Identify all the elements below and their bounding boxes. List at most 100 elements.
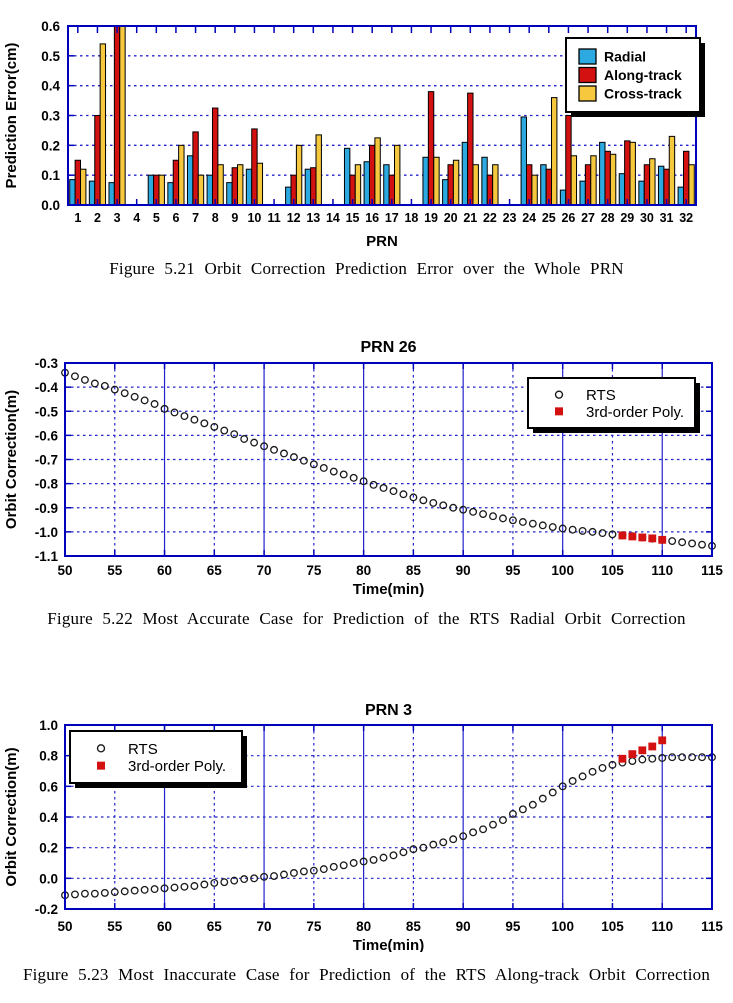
svg-text:70: 70 (257, 919, 272, 934)
svg-text:0.0: 0.0 (39, 871, 58, 886)
svg-text:-0.4: -0.4 (35, 380, 59, 395)
axis-ticks (64, 724, 713, 910)
svg-text:31: 31 (660, 211, 674, 225)
svg-text:95: 95 (505, 919, 521, 934)
svg-text:Radial: Radial (604, 49, 646, 65)
svg-text:3rd-order Poly.: 3rd-order Poly. (128, 758, 226, 775)
svg-text:21: 21 (463, 211, 477, 225)
svg-text:11: 11 (267, 211, 280, 225)
svg-text:-0.7: -0.7 (35, 453, 58, 468)
svg-text:32: 32 (679, 211, 693, 225)
poly-points (618, 531, 667, 544)
svg-text:16: 16 (365, 211, 379, 225)
legend: Radial Along-track Cross-track (565, 37, 705, 117)
svg-text:110: 110 (651, 919, 673, 934)
gridlines (65, 363, 712, 556)
svg-text:3rd-order Poly.: 3rd-order Poly. (586, 404, 684, 421)
svg-text:65: 65 (207, 919, 223, 934)
svg-text:90: 90 (456, 563, 471, 578)
svg-text:0.2: 0.2 (41, 138, 60, 153)
svg-text:90: 90 (456, 919, 471, 934)
svg-text:26: 26 (561, 211, 575, 225)
svg-text:14: 14 (326, 211, 340, 225)
svg-text:17: 17 (385, 211, 399, 225)
axis-ticks (64, 362, 713, 557)
poly-points (618, 736, 667, 763)
svg-text:65: 65 (207, 563, 223, 578)
svg-text:19: 19 (424, 211, 438, 225)
svg-text:55: 55 (107, 563, 123, 578)
y-axis-label: Orbit Correction(m) (3, 390, 20, 529)
svg-text:105: 105 (601, 919, 624, 934)
x-axis-label: Time(min) (353, 937, 424, 952)
svg-text:95: 95 (505, 563, 521, 578)
svg-text:12: 12 (287, 211, 301, 225)
svg-text:Cross-track: Cross-track (604, 86, 682, 102)
svg-text:-0.5: -0.5 (35, 404, 59, 419)
svg-text:0.6: 0.6 (41, 19, 60, 34)
svg-text:80: 80 (356, 563, 371, 578)
svg-text:0.5: 0.5 (41, 49, 60, 64)
rts-points (61, 753, 716, 900)
svg-text:RTS: RTS (586, 387, 616, 404)
svg-text:100: 100 (551, 563, 574, 578)
svg-text:10: 10 (247, 211, 261, 225)
svg-text:5: 5 (153, 211, 160, 225)
svg-text:-0.6: -0.6 (35, 428, 59, 443)
svg-text:75: 75 (306, 919, 322, 934)
svg-text:3: 3 (114, 211, 121, 225)
svg-text:80: 80 (356, 919, 371, 934)
bar-chart-prediction-error: 0.00.10.20.30.40.50.61 2 3 4 5 6 7 8 9 10 11 12 13 14… (3, 19, 705, 250)
axis-labels: 0.00.10.20.30.40.50.61 2 3 4 5 6 7 8 9 10 11 12 13 14… (3, 19, 693, 250)
svg-text:115: 115 (701, 919, 723, 934)
svg-text:4: 4 (133, 211, 140, 225)
svg-text:18: 18 (404, 211, 418, 225)
svg-text:28: 28 (601, 211, 615, 225)
svg-text:110: 110 (651, 563, 673, 578)
x-axis-label: Time(min) (353, 581, 424, 598)
scatter-chart-prn26: 50 55 60 65 70 75 80 85 90 95 100 105 110 115 -1.1 -1.0… (3, 339, 723, 598)
svg-text:6: 6 (172, 211, 179, 225)
svg-text:29: 29 (620, 211, 634, 225)
figure-caption: Figure 5.23 Most Inaccurate Case for Pre… (22, 965, 711, 984)
svg-text:115: 115 (701, 563, 723, 578)
svg-text:55: 55 (107, 919, 123, 934)
svg-text:75: 75 (306, 563, 322, 578)
svg-text:-0.2: -0.2 (35, 902, 58, 917)
svg-text:2: 2 (94, 211, 101, 225)
svg-text:0.4: 0.4 (41, 79, 60, 94)
svg-text:0.6: 0.6 (39, 779, 58, 794)
svg-text:70: 70 (257, 563, 272, 578)
y-axis-label: Prediction Error(cm) (3, 43, 20, 189)
svg-text:20: 20 (444, 211, 458, 225)
svg-text:-1.0: -1.0 (35, 525, 58, 540)
svg-text:0.4: 0.4 (39, 810, 58, 825)
svg-text:-0.9: -0.9 (35, 501, 58, 516)
axis-labels: 50 55 60 65 70 75 80 85 90 95 100 105 110 115 -0.2 0.0 0… (3, 702, 723, 952)
svg-text:60: 60 (157, 919, 172, 934)
svg-text:27: 27 (581, 211, 595, 225)
svg-text:Along-track: Along-track (604, 67, 682, 83)
y-axis-label: Orbit Correction(m) (3, 747, 20, 886)
svg-text:0.0: 0.0 (41, 198, 60, 213)
scatter-chart-prn3: 50 55 60 65 70 75 80 85 90 95 100 105 110 115 -0.2 0.0 0… (3, 702, 723, 952)
svg-text:30: 30 (640, 211, 654, 225)
svg-text:-0.8: -0.8 (35, 477, 59, 492)
svg-text:85: 85 (406, 563, 422, 578)
svg-text:0.2: 0.2 (39, 841, 58, 856)
svg-text:-0.3: -0.3 (35, 356, 59, 371)
svg-text:105: 105 (601, 563, 624, 578)
svg-text:25: 25 (542, 211, 556, 225)
svg-text:0.3: 0.3 (41, 109, 60, 124)
svg-text:50: 50 (57, 563, 72, 578)
rts-points (61, 368, 716, 550)
x-axis-label: PRN (366, 233, 398, 250)
svg-text:100: 100 (551, 919, 574, 934)
svg-text:0.1: 0.1 (41, 168, 60, 183)
chart-title: PRN 26 (360, 339, 416, 356)
svg-text:0.8: 0.8 (39, 749, 58, 764)
svg-text:9: 9 (231, 211, 238, 225)
